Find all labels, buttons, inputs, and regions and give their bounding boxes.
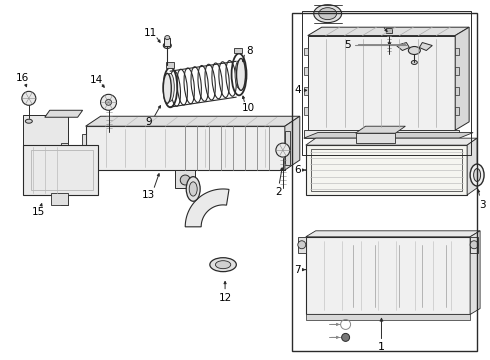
Polygon shape — [455, 87, 459, 95]
Polygon shape — [470, 231, 480, 315]
Polygon shape — [23, 145, 98, 195]
Circle shape — [298, 241, 306, 249]
Polygon shape — [61, 143, 68, 205]
Ellipse shape — [412, 60, 417, 64]
Ellipse shape — [186, 177, 200, 201]
Polygon shape — [175, 170, 195, 188]
Polygon shape — [51, 193, 68, 205]
Ellipse shape — [189, 182, 197, 196]
Ellipse shape — [408, 46, 420, 54]
Text: 2: 2 — [275, 187, 282, 197]
Text: 13: 13 — [142, 190, 155, 200]
Polygon shape — [285, 131, 290, 165]
Polygon shape — [308, 27, 469, 36]
Polygon shape — [306, 315, 470, 320]
Ellipse shape — [237, 58, 245, 90]
Ellipse shape — [470, 164, 484, 186]
Text: 8: 8 — [246, 45, 253, 55]
Ellipse shape — [318, 8, 337, 20]
Polygon shape — [387, 28, 392, 32]
Bar — [292, 13, 477, 351]
Text: 11: 11 — [144, 28, 157, 37]
Text: 15: 15 — [32, 207, 46, 217]
Polygon shape — [45, 110, 83, 117]
Ellipse shape — [314, 5, 342, 23]
Polygon shape — [356, 133, 395, 143]
Text: 9: 9 — [145, 117, 152, 127]
Ellipse shape — [166, 73, 174, 101]
Polygon shape — [298, 237, 306, 253]
Text: 6: 6 — [294, 165, 301, 175]
Polygon shape — [86, 126, 285, 170]
Text: 5: 5 — [344, 40, 351, 50]
Text: 10: 10 — [242, 103, 254, 113]
Text: 3: 3 — [479, 200, 486, 210]
Circle shape — [180, 175, 190, 185]
Circle shape — [342, 333, 349, 341]
Ellipse shape — [25, 119, 32, 123]
Circle shape — [22, 91, 36, 105]
Bar — [166, 62, 174, 68]
Polygon shape — [470, 237, 478, 253]
Polygon shape — [304, 87, 308, 95]
Bar — [164, 37, 171, 45]
Polygon shape — [86, 116, 300, 126]
Text: 16: 16 — [16, 73, 29, 84]
Polygon shape — [467, 138, 477, 195]
Polygon shape — [306, 231, 480, 237]
Ellipse shape — [163, 73, 172, 103]
Polygon shape — [304, 107, 308, 115]
Polygon shape — [23, 115, 68, 145]
Polygon shape — [304, 67, 308, 75]
Text: 1: 1 — [378, 342, 385, 352]
Polygon shape — [304, 132, 473, 138]
Polygon shape — [304, 130, 459, 138]
Circle shape — [100, 94, 117, 110]
Polygon shape — [455, 107, 459, 115]
Circle shape — [276, 143, 290, 157]
Text: 14: 14 — [90, 75, 103, 85]
Circle shape — [470, 241, 478, 249]
Polygon shape — [419, 42, 432, 50]
Polygon shape — [82, 134, 86, 162]
Text: 7: 7 — [294, 265, 301, 275]
Bar — [234, 48, 242, 54]
Polygon shape — [306, 138, 477, 145]
Ellipse shape — [165, 36, 170, 40]
Polygon shape — [455, 27, 469, 130]
Polygon shape — [396, 42, 409, 50]
Polygon shape — [308, 36, 455, 130]
Ellipse shape — [474, 168, 481, 181]
Polygon shape — [304, 48, 308, 55]
Ellipse shape — [105, 99, 112, 105]
Ellipse shape — [235, 60, 243, 88]
Text: 12: 12 — [219, 293, 232, 302]
Text: 4: 4 — [294, 85, 301, 95]
Polygon shape — [455, 48, 459, 55]
Polygon shape — [306, 237, 470, 315]
Polygon shape — [306, 145, 467, 195]
Ellipse shape — [210, 258, 236, 272]
Ellipse shape — [163, 42, 172, 49]
Polygon shape — [455, 67, 459, 75]
Polygon shape — [356, 126, 405, 133]
Bar — [302, 11, 471, 155]
Ellipse shape — [216, 261, 231, 269]
Polygon shape — [185, 189, 229, 227]
Polygon shape — [285, 116, 300, 170]
